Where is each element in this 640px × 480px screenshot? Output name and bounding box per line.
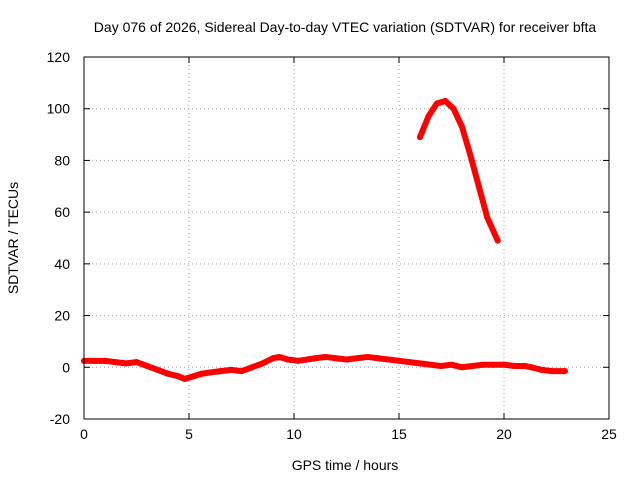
data-point xyxy=(123,360,129,367)
data-point xyxy=(259,360,266,367)
axis-ticks: 0 5 10 15 20 25 -20 0 20 40 60 80 100 120 xyxy=(47,49,617,442)
plot-frame xyxy=(83,56,610,420)
data-point xyxy=(549,368,556,375)
data-point xyxy=(270,355,276,362)
data-point xyxy=(217,368,224,375)
x-tick-label: 0 xyxy=(80,426,88,442)
data-point xyxy=(154,366,161,373)
data-point xyxy=(484,214,491,221)
y-axis-label: SDTVAR / TECUs xyxy=(5,182,21,294)
data-point xyxy=(133,359,140,366)
data-point xyxy=(561,368,568,375)
data-point xyxy=(322,353,329,360)
data-point xyxy=(190,373,197,380)
data-point xyxy=(528,364,535,371)
data-point xyxy=(450,105,457,112)
data-point xyxy=(396,357,402,364)
data-point xyxy=(480,361,486,368)
x-tick-label: 20 xyxy=(496,426,512,442)
data-point xyxy=(364,353,371,360)
data-point xyxy=(354,355,360,362)
data-point xyxy=(238,368,245,375)
data-series xyxy=(81,97,568,382)
data-point xyxy=(91,357,98,364)
data-point xyxy=(425,113,432,120)
data-point xyxy=(375,355,381,362)
data-point xyxy=(459,364,465,371)
data-point xyxy=(501,361,507,368)
data-point xyxy=(467,152,474,159)
y-tick-label: -20 xyxy=(50,411,70,427)
x-tick-label: 5 xyxy=(185,426,193,442)
y-tick-label: 20 xyxy=(54,308,70,324)
data-point xyxy=(249,364,255,371)
y-tick-label: 60 xyxy=(54,204,70,220)
data-point xyxy=(417,360,423,367)
grid-lines xyxy=(84,57,609,419)
data-point xyxy=(448,361,455,368)
data-point xyxy=(198,370,205,377)
data-point xyxy=(490,361,497,368)
data-point xyxy=(284,356,291,363)
data-point xyxy=(175,373,182,380)
chart-title: Day 076 of 2026, Sidereal Day-to-day VTE… xyxy=(94,19,597,35)
data-point xyxy=(442,97,449,104)
x-tick-label: 25 xyxy=(601,426,617,442)
data-point xyxy=(469,362,476,369)
data-point xyxy=(417,134,423,141)
x-axis-label: GPS time / hours xyxy=(292,457,399,473)
data-point xyxy=(165,370,171,377)
data-point xyxy=(427,361,434,368)
data-point xyxy=(181,375,188,382)
data-point xyxy=(459,123,465,130)
data-point xyxy=(343,356,350,363)
data-point xyxy=(511,362,518,369)
data-point xyxy=(102,357,108,364)
y-tick-label: 120 xyxy=(47,49,71,65)
data-point xyxy=(276,353,283,360)
data-point xyxy=(494,237,501,244)
y-tick-label: 0 xyxy=(62,359,70,375)
data-point xyxy=(406,359,413,366)
data-point xyxy=(207,369,213,376)
x-tick-label: 15 xyxy=(391,426,407,442)
data-point xyxy=(538,366,545,373)
data-point xyxy=(228,366,234,373)
data-point xyxy=(522,362,528,369)
data-point xyxy=(385,356,392,363)
data-point xyxy=(112,359,119,366)
data-point xyxy=(333,355,339,362)
x-tick-label: 10 xyxy=(286,426,302,442)
data-point xyxy=(312,355,318,362)
data-point xyxy=(295,357,302,364)
series-line xyxy=(417,97,501,244)
y-tick-label: 100 xyxy=(47,101,71,117)
y-tick-label: 40 xyxy=(54,256,70,272)
data-point xyxy=(144,362,150,369)
data-point xyxy=(303,356,310,363)
data-point xyxy=(433,100,440,107)
y-tick-label: 80 xyxy=(54,152,70,168)
data-point xyxy=(475,183,482,190)
data-point xyxy=(438,362,444,369)
